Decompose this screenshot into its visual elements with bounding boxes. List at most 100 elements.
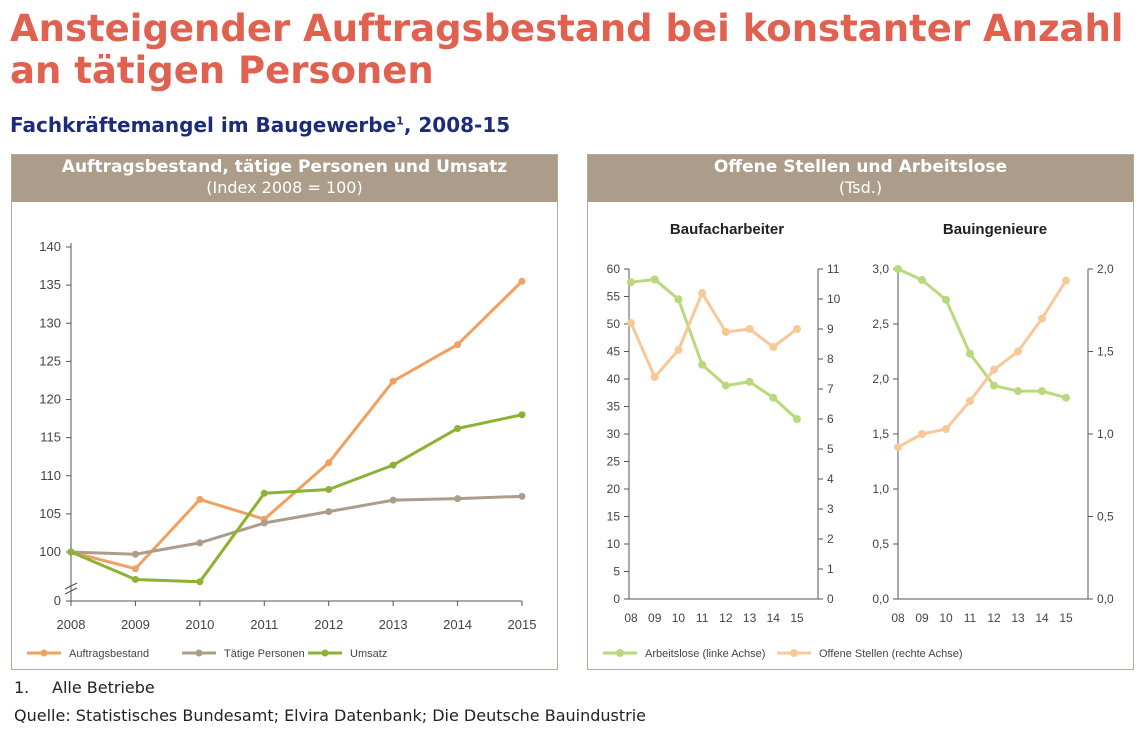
x-tick-label: 14 [1035,611,1049,625]
subchart-title-bauingenieure: Bauingenieure [943,221,1047,238]
x-tick-label: 13 [1011,611,1025,625]
right-y-tick-label: 5 [827,442,834,456]
x-tick-label: 2010 [185,617,214,632]
data-point-arbeitslose [627,278,635,287]
x-tick-label: 2012 [314,617,343,632]
subchart-title-baufacharbeiter: Baufacharbeiter [670,221,784,238]
y-tick-label: 120 [39,392,61,407]
series-line-offene-stellen [629,291,798,379]
data-point-offene-stellen [966,397,974,405]
x-tick-label: 2011 [250,617,278,632]
data-point-umsatz [389,461,397,469]
x-tick-label: 08 [624,611,638,625]
x-tick-label: 10 [672,611,686,625]
left-y-tick-label: 1,0 [872,482,889,496]
left-y-tick-label: 60 [607,262,621,276]
footnote-marker: 1 [396,114,404,128]
data-point-offene-stellen [721,328,730,336]
legend-label-auftragsbestand: Auftragsbestand [69,648,149,660]
x-tick-label: 2013 [379,617,408,632]
x-tick-label: 2008 [57,617,86,632]
left-y-tick-label: 35 [607,400,621,414]
x-tick-label: 12 [719,611,733,625]
page-title: Ansteigender Auftragsbestand bei konstan… [10,7,1124,92]
right-y-tick-label: 2,0 [1097,262,1114,276]
right-y-tick-label: 3 [827,502,834,516]
left-panel: Auftragsbestand, tätige Personen und Ums… [11,154,558,670]
data-point-auftragsbestand [518,277,526,285]
legend-marker-t-tige-personen [195,649,203,657]
x-tick-label: 2009 [121,617,150,632]
data-point-t-tige-personen [131,550,139,558]
right-y-tick-label: 6 [827,412,834,426]
y-tick-label: 135 [39,277,61,292]
data-point-arbeitslose [650,275,659,284]
left-y-tick-label: 0,0 [872,592,889,606]
footnote-text: Alle Betriebe [52,678,155,697]
data-point-t-tige-personen [260,519,268,527]
right-y-tick-label: 1 [827,562,834,576]
left-panel-title: Auftragsbestand, tätige Personen und Ums… [61,157,508,177]
left-y-tick-label: 40 [607,372,621,386]
series-line-offene-stellen [897,279,1068,449]
left-y-tick-label: 20 [607,482,621,496]
vacancy-line-charts: Baufacharbeiter0510152025303540455055600… [603,221,1114,660]
x-tick-label: 15 [1059,611,1073,625]
y-tick-label: 130 [39,315,61,330]
left-y-tick-label: 30 [607,427,621,441]
x-tick-label: 11 [696,611,709,625]
footnote-number: 1. [14,678,30,697]
series-line-arbeitslose [630,277,799,421]
legend-label-arbeitslose: Arbeitslose (linke Achse) [645,648,765,660]
data-point-umsatz [325,485,333,493]
legend-label-umsatz: Umsatz [350,648,387,660]
data-point-arbeitslose [1038,387,1046,396]
legend-marker-auftragsbestand [40,649,48,657]
data-point-t-tige-personen [389,496,397,504]
left-y-tick-label: 10 [607,537,621,551]
data-point-auftragsbestand [196,495,204,503]
right-y-tick-label: 0,0 [1097,592,1114,606]
data-point-offene-stellen [894,443,902,452]
x-tick-label: 11 [964,611,977,625]
left-y-tick-label: 3,0 [872,262,889,276]
footnote: 1. Alle Betriebe [14,678,155,697]
data-point-offene-stellen [674,346,683,354]
data-point-t-tige-personen [325,508,333,516]
data-point-offene-stellen [793,325,801,333]
legend-label-offene-stellen: Offene Stellen (rechte Achse) [819,648,963,660]
data-point-auftragsbestand [454,341,462,349]
data-point-umsatz [67,548,75,556]
right-y-tick-label: 9 [827,322,834,336]
data-point-t-tige-personen [196,539,204,547]
data-point-umsatz [131,575,139,583]
left-y-tick-label: 2,5 [872,317,889,331]
data-point-arbeitslose [698,360,707,369]
left-y-tick-label: 55 [607,290,621,304]
data-point-arbeitslose [990,381,998,390]
legend-label-t-tige-personen: Tätige Personen [224,648,305,660]
index-line-chart: 0 100 105 110 115 120 125 130 135 140 2008 2009 2010… [27,239,537,660]
x-tick-label: 14 [767,611,781,625]
legend-marker-arbeitslose [616,649,624,657]
data-point-offene-stellen [990,365,998,374]
left-y-tick-label: 15 [607,510,621,524]
right-y-tick-label: 0 [827,592,834,606]
left-y-tick-label: 0 [613,592,620,606]
right-y-tick-label: 10 [827,292,841,306]
series-line-t-tige-personen [70,494,523,556]
data-point-offene-stellen [942,425,950,434]
data-point-offene-stellen [1038,314,1046,323]
data-point-auftragsbestand [389,377,397,385]
data-point-arbeitslose [942,295,950,304]
x-tick-label: 2015 [508,617,537,632]
x-tick-label: 09 [915,611,929,625]
right-y-tick-label: 11 [827,262,840,276]
y-tick-label: 115 [40,430,61,445]
series-line-umsatz [70,413,523,584]
right-panel-title: Offene Stellen und Arbeitslose [713,157,1008,177]
data-point-offene-stellen [1062,276,1070,285]
right-panel: Offene Stellen und Arbeitslose (Tsd.) Ba… [587,154,1134,670]
data-point-umsatz [260,489,268,497]
data-point-arbeitslose [769,393,778,402]
